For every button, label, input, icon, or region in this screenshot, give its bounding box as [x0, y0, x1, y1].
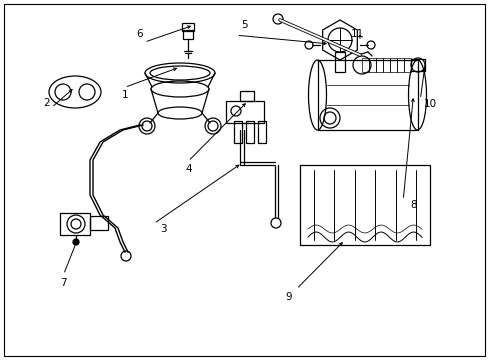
Text: 10: 10 [423, 99, 436, 109]
Text: 7: 7 [60, 278, 67, 288]
Bar [183, 30, 193, 39]
Bar [182, 23, 194, 31]
Circle shape [270, 218, 281, 228]
Bar [234, 121, 242, 143]
Text: 8: 8 [409, 200, 416, 210]
Bar [90, 216, 108, 230]
Bar [240, 91, 253, 101]
Bar [396, 58, 403, 72]
Text: 6: 6 [136, 29, 142, 39]
Bar [258, 121, 265, 143]
Bar [375, 58, 382, 72]
Bar [317, 60, 417, 130]
Text: 11: 11 [349, 29, 363, 39]
Bar [225, 101, 264, 123]
Bar [389, 58, 396, 72]
Bar [245, 121, 253, 143]
Bar [410, 59, 424, 71]
Text: 5: 5 [241, 20, 247, 30]
Circle shape [121, 251, 131, 261]
Text: 3: 3 [160, 224, 167, 234]
Bar [299, 165, 429, 245]
Bar [403, 58, 410, 72]
Bar [60, 213, 90, 235]
Circle shape [73, 239, 79, 245]
Bar [361, 58, 368, 72]
Bar [368, 58, 375, 72]
Text: 9: 9 [285, 292, 291, 302]
Bar [382, 58, 389, 72]
Bar [334, 52, 345, 72]
Text: 1: 1 [121, 90, 128, 100]
Text: 4: 4 [184, 164, 191, 174]
Text: 2: 2 [43, 98, 50, 108]
